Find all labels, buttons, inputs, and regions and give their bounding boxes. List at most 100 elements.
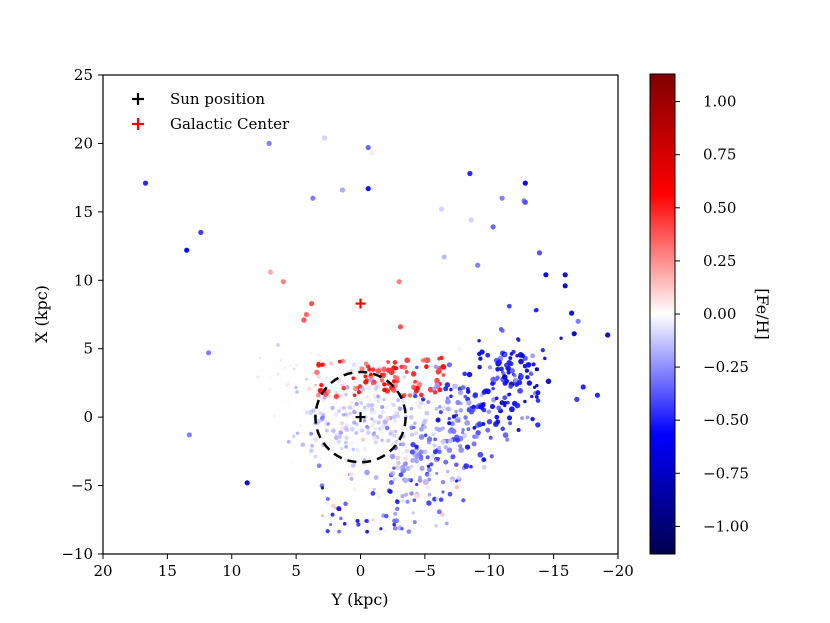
star-point bbox=[415, 386, 420, 391]
star-point bbox=[517, 388, 523, 394]
star-point bbox=[305, 410, 310, 415]
star-point bbox=[337, 434, 342, 439]
star-point bbox=[530, 416, 535, 422]
star-point bbox=[385, 425, 390, 431]
star-point bbox=[414, 365, 419, 370]
star-point bbox=[414, 444, 419, 449]
star-point bbox=[283, 366, 287, 369]
star-point bbox=[518, 372, 523, 377]
star-point bbox=[365, 186, 371, 192]
star-point bbox=[326, 389, 331, 394]
star-point bbox=[319, 383, 324, 388]
star-point bbox=[351, 376, 356, 381]
star-point bbox=[359, 520, 364, 525]
star-point bbox=[475, 262, 481, 268]
colorbar-tick-label: 0.75 bbox=[703, 146, 736, 164]
star-point bbox=[431, 454, 435, 458]
star-point bbox=[533, 308, 538, 313]
star-point bbox=[354, 401, 359, 407]
star-point bbox=[338, 415, 343, 420]
star-point bbox=[321, 398, 326, 403]
star-point bbox=[535, 383, 539, 388]
star-point bbox=[258, 356, 262, 360]
star-point bbox=[423, 357, 430, 364]
star-point bbox=[530, 353, 536, 359]
star-point bbox=[380, 405, 385, 410]
star-point bbox=[310, 443, 315, 448]
star-point bbox=[495, 366, 500, 372]
star-point bbox=[325, 529, 330, 534]
star-point bbox=[487, 365, 493, 370]
star-point bbox=[451, 414, 456, 419]
star-point bbox=[322, 395, 327, 400]
star-point bbox=[380, 438, 384, 443]
star-point bbox=[294, 385, 298, 390]
galactic-center-marker bbox=[355, 298, 366, 309]
x-tick-label: 5 bbox=[291, 562, 301, 580]
star-point bbox=[373, 440, 378, 445]
star-point bbox=[477, 421, 483, 427]
star-point bbox=[394, 439, 399, 444]
star-point bbox=[396, 279, 402, 285]
star-point bbox=[522, 199, 528, 205]
star-point bbox=[543, 356, 547, 361]
star-point bbox=[467, 170, 473, 177]
star-point bbox=[490, 376, 497, 383]
star-point bbox=[349, 476, 354, 481]
star-point bbox=[322, 374, 326, 378]
star-point bbox=[400, 398, 405, 403]
star-point bbox=[433, 437, 438, 442]
star-point bbox=[309, 351, 313, 355]
legend-sun-marker bbox=[132, 93, 144, 105]
star-point bbox=[313, 454, 318, 459]
star-point bbox=[463, 463, 470, 469]
star-point bbox=[409, 491, 414, 496]
star-point bbox=[500, 426, 505, 432]
star-point bbox=[438, 497, 444, 502]
star-point bbox=[290, 459, 295, 465]
star-point bbox=[440, 363, 447, 370]
star-point bbox=[352, 410, 357, 415]
star-point bbox=[536, 250, 543, 256]
star-point bbox=[382, 387, 387, 393]
star-point bbox=[343, 412, 348, 417]
star-point bbox=[449, 478, 454, 483]
star-point bbox=[516, 427, 521, 433]
star-point bbox=[430, 428, 436, 434]
star-point bbox=[402, 462, 407, 467]
y-tick-label: −10 bbox=[61, 545, 93, 563]
star-point bbox=[575, 318, 581, 324]
star-point bbox=[301, 317, 307, 323]
star-point bbox=[464, 420, 471, 426]
star-point bbox=[323, 407, 327, 411]
star-point bbox=[496, 359, 502, 365]
star-point bbox=[504, 378, 510, 384]
star-point bbox=[435, 471, 439, 475]
star-point bbox=[308, 410, 314, 415]
star-point bbox=[463, 415, 468, 420]
star-point bbox=[522, 180, 528, 186]
star-point bbox=[367, 386, 372, 391]
star-point bbox=[406, 529, 412, 534]
star-point bbox=[402, 393, 407, 397]
star-point bbox=[365, 425, 371, 430]
star-point bbox=[580, 384, 586, 390]
star-point bbox=[525, 415, 530, 420]
star-point bbox=[458, 447, 464, 453]
star-point bbox=[489, 404, 496, 410]
star-point bbox=[404, 357, 411, 364]
star-point bbox=[404, 492, 409, 497]
star-point bbox=[400, 494, 405, 499]
star-point bbox=[506, 400, 510, 405]
star-point bbox=[362, 419, 367, 423]
legend: Sun position Galactic Center bbox=[132, 90, 290, 133]
star-point bbox=[324, 428, 329, 433]
star-point bbox=[339, 516, 343, 521]
star-point bbox=[401, 450, 405, 455]
star-point bbox=[411, 511, 415, 515]
star-point bbox=[525, 361, 532, 368]
star-point bbox=[341, 386, 346, 391]
star-point bbox=[295, 390, 299, 394]
star-point bbox=[451, 428, 457, 434]
star-point bbox=[417, 478, 423, 483]
